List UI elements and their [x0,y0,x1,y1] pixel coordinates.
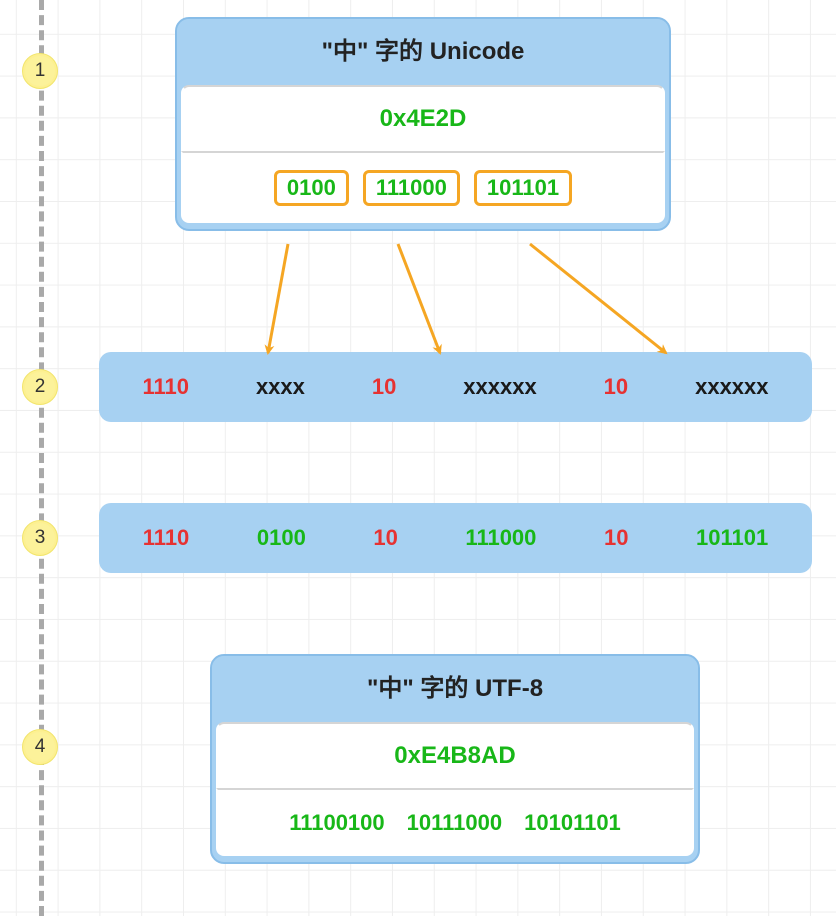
utf8-binary-row: 11100100 10111000 10101101 [216,788,694,856]
step-4-badge: 4 [22,729,58,765]
tok: 10 [372,374,396,400]
utf8-binary-2: 10111000 [407,810,502,836]
tok: 1110 [143,525,190,551]
utf8-card: "中" 字的 UTF-8 0xE4B8AD 11100100 10111000 … [210,654,700,864]
utf8-binary-3: 10101101 [524,810,621,836]
step-4-label: 4 [35,736,46,758]
unicode-binary-chips-row: 0100 111000 101101 [181,151,665,223]
tok: xxxxxx [695,374,768,400]
unicode-card-header: "中" 字的 Unicode [177,19,669,85]
tok: 111000 [465,525,536,551]
utf8-binary-1: 11100100 [289,810,384,836]
tok: xxxxxx [463,374,536,400]
binary-chip-1: 0100 [274,170,349,206]
unicode-hex-row: 0x4E2D [181,85,665,151]
tok: 1110 [142,374,189,400]
utf8-card-header: "中" 字的 UTF-8 [212,656,698,722]
binary-chip-2: 111000 [363,170,460,206]
unicode-card: "中" 字的 Unicode 0x4E2D 0100 111000 101101 [175,17,671,231]
utf8-hex-value: 0xE4B8AD [394,742,515,770]
tok: xxxx [256,374,305,400]
tok: 101101 [696,525,768,551]
tok: 10 [373,525,397,551]
step-3-badge: 3 [22,520,58,556]
vertical-timeline [39,0,44,916]
unicode-hex-value: 0x4E2D [380,105,467,133]
binary-chip-3: 101101 [474,170,572,206]
utf8-filled-strip: 1110 0100 10 111000 10 101101 [99,503,812,573]
tok: 10 [604,374,628,400]
utf8-template-strip: 1110 xxxx 10 xxxxxx 10 xxxxxx [99,352,812,422]
step-1-badge: 1 [22,53,58,89]
tok: 10 [604,525,628,551]
tok: 0100 [257,525,306,551]
step-2-badge: 2 [22,369,58,405]
step-3-label: 3 [35,527,46,549]
step-1-label: 1 [35,60,46,82]
step-2-label: 2 [35,376,46,398]
utf8-hex-row: 0xE4B8AD [216,722,694,788]
